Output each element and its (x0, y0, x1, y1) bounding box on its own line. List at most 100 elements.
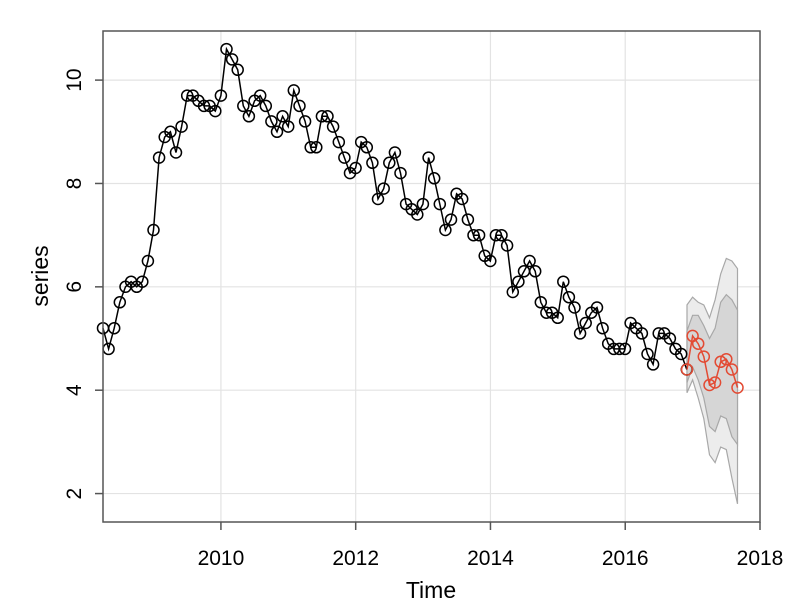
series-0-point-97 (641, 347, 654, 361)
series-0-point-58 (422, 151, 435, 164)
series-0-point-3 (113, 296, 127, 309)
series-0-point-93 (618, 342, 632, 356)
series-0-point-65 (461, 213, 475, 226)
series-0-point-74 (512, 275, 525, 288)
series-0-point-15 (180, 89, 194, 102)
series-0-point-72 (500, 239, 514, 252)
series-0-point-67 (472, 228, 486, 242)
series-0-point-73 (506, 285, 520, 299)
series-0-point-92 (613, 342, 626, 356)
series-0-point-35 (293, 99, 306, 113)
series-0-point-24 (231, 63, 244, 77)
series-1-point-3 (697, 350, 711, 363)
series-0-point-36 (298, 115, 312, 128)
series-1-point-4 (703, 378, 716, 392)
series-0-point-13 (169, 146, 183, 159)
series-1-point-7 (720, 352, 733, 366)
series-0-point-28 (253, 89, 267, 102)
series-0-point-78 (534, 296, 548, 309)
series-0-point-86 (579, 316, 592, 330)
series-0-point-9 (147, 223, 160, 237)
series-0-point-22 (220, 42, 233, 56)
series-0-point-51 (383, 156, 396, 170)
series-0-point-10 (152, 151, 166, 164)
series-0-point-81 (551, 311, 564, 325)
series-0-point-12 (164, 125, 177, 139)
series-0-point-60 (433, 197, 447, 211)
series-0-point-52 (388, 146, 402, 159)
y-tick-label-0: 2 (63, 488, 86, 500)
series-1-point-0 (680, 363, 694, 376)
series-0-point-56 (411, 208, 424, 221)
series-0-point-71 (495, 228, 508, 242)
y-tick-label-4: 10 (63, 68, 86, 91)
series-0-point-21 (214, 89, 228, 102)
series-0-point-37 (304, 141, 317, 154)
series-0-point-70 (489, 228, 503, 242)
series-0-point-66 (467, 228, 480, 242)
series-0-point-84 (568, 301, 581, 314)
series-0-point-7 (136, 275, 149, 288)
series-0-point-89 (596, 321, 609, 335)
plot-frame (102, 30, 761, 523)
series-0-point-48 (366, 156, 379, 170)
series-0-point-2 (107, 321, 121, 335)
series-0-point-103 (674, 347, 688, 361)
series-1-point-9 (731, 381, 744, 394)
series-0-point-88 (590, 301, 604, 314)
y-tick-label-2: 6 (63, 281, 86, 293)
series-0-point-38 (310, 141, 323, 154)
series-0-point-32 (276, 110, 289, 123)
series-layer (96, 42, 744, 394)
series-0-point-64 (455, 192, 469, 206)
series-0-point-25 (237, 99, 250, 113)
series-0-point-26 (242, 110, 256, 123)
series-0-point-61 (439, 223, 452, 237)
series-0-point-82 (557, 275, 570, 288)
interval-band-80 (686, 293, 739, 447)
series-0-point-83 (562, 290, 576, 304)
series-0-point-43 (338, 151, 351, 164)
series-0-point-76 (523, 254, 536, 268)
series-0-point-40 (321, 110, 334, 123)
series-0-point-99 (652, 327, 665, 340)
series-0-point-20 (209, 104, 222, 118)
grid (103, 31, 760, 522)
series-0-point-57 (416, 197, 430, 211)
series-0-point-31 (270, 125, 284, 139)
series-0-point-69 (484, 254, 497, 268)
y-axis-title: series (27, 245, 53, 306)
series-0-point-42 (332, 135, 346, 149)
series-0-point-50 (377, 182, 390, 195)
series-line-0 (102, 46, 688, 370)
series-0-point-29 (259, 99, 273, 113)
prediction-intervals (686, 257, 739, 505)
x-tick-label-3: 2016 (602, 547, 649, 570)
series-0-point-23 (225, 53, 239, 66)
series-0-point-96 (635, 327, 649, 340)
x-tick-label-1: 2012 (332, 547, 379, 570)
series-0-point-41 (326, 120, 340, 133)
series-0-point-34 (287, 84, 301, 97)
axes: 2010 2012 2014 2016 2018 2 4 6 8 10 (63, 68, 783, 570)
series-0-point-79 (540, 306, 553, 319)
series-1-point-8 (725, 363, 739, 376)
x-tick-label-2: 2014 (467, 547, 514, 570)
series-0-point-14 (175, 120, 188, 133)
series-0-point-77 (528, 265, 542, 278)
series-1-point-5 (708, 376, 722, 389)
series-0-point-39 (315, 110, 329, 123)
series-0-point-85 (573, 327, 587, 340)
series-0-point-53 (394, 166, 407, 180)
series-0-point-33 (281, 120, 295, 133)
series-0-point-45 (349, 161, 362, 175)
x-tick-label-4: 2018 (737, 547, 784, 570)
series-1-point-6 (714, 355, 727, 369)
series-0-point-18 (197, 99, 211, 113)
series-0-point-101 (663, 332, 677, 345)
series-0-point-47 (360, 141, 374, 154)
series-0-point-8 (141, 254, 155, 268)
series-0-point-30 (265, 115, 278, 128)
series-1-point-2 (691, 337, 705, 350)
